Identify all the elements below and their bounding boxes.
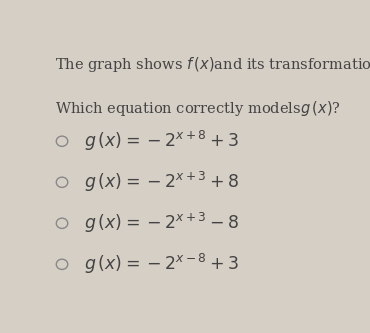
Text: Which equation correctly models$g\,(x)$?: Which equation correctly models$g\,(x)$? <box>55 99 341 118</box>
Text: $g\,(x) = -2^{x+8} + 3$: $g\,(x) = -2^{x+8} + 3$ <box>84 129 238 153</box>
Text: $g\,(x) = -2^{x+3} + 8$: $g\,(x) = -2^{x+3} + 8$ <box>84 170 239 194</box>
Text: $g\,(x) = -2^{x-8} + 3$: $g\,(x) = -2^{x-8} + 3$ <box>84 252 238 276</box>
Text: The graph shows $f\,(x)$and its transformation$g\,(x)$: The graph shows $f\,(x)$and its transfor… <box>55 55 370 74</box>
Text: $g\,(x) = -2^{x+3} - 8$: $g\,(x) = -2^{x+3} - 8$ <box>84 211 239 235</box>
